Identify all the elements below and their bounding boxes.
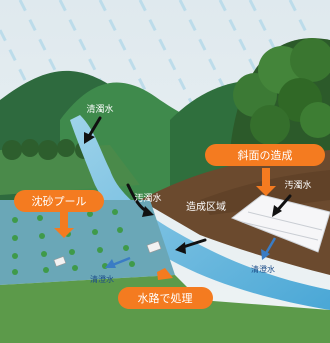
channel-badge: 水路で処理 [118,287,213,309]
slope-badge: 斜面の造成 [205,144,325,166]
muddy-water-label-1: 汚濁水 [134,192,161,204]
cover-sheet [230,194,330,253]
slope-badge-label: 斜面の造成 [238,148,293,162]
top-stream-label: 清濁水 [86,103,113,115]
orange-arrows [54,168,276,280]
construction-area-label: 造成区域 [186,200,226,213]
sediment-box-2 [146,240,162,254]
sediment-box-1 [53,256,67,267]
paddy-badge-label: 沈砂プール [32,194,87,208]
muddy-water-label-2: 汚濁水 [284,179,311,191]
clean-water-label-2: 清澄水 [251,264,275,274]
clean-water-label-1: 清澄水 [90,274,114,284]
channel-badge-label: 水路で処理 [138,292,193,305]
paddy-badge: 沈砂プール [14,190,104,212]
